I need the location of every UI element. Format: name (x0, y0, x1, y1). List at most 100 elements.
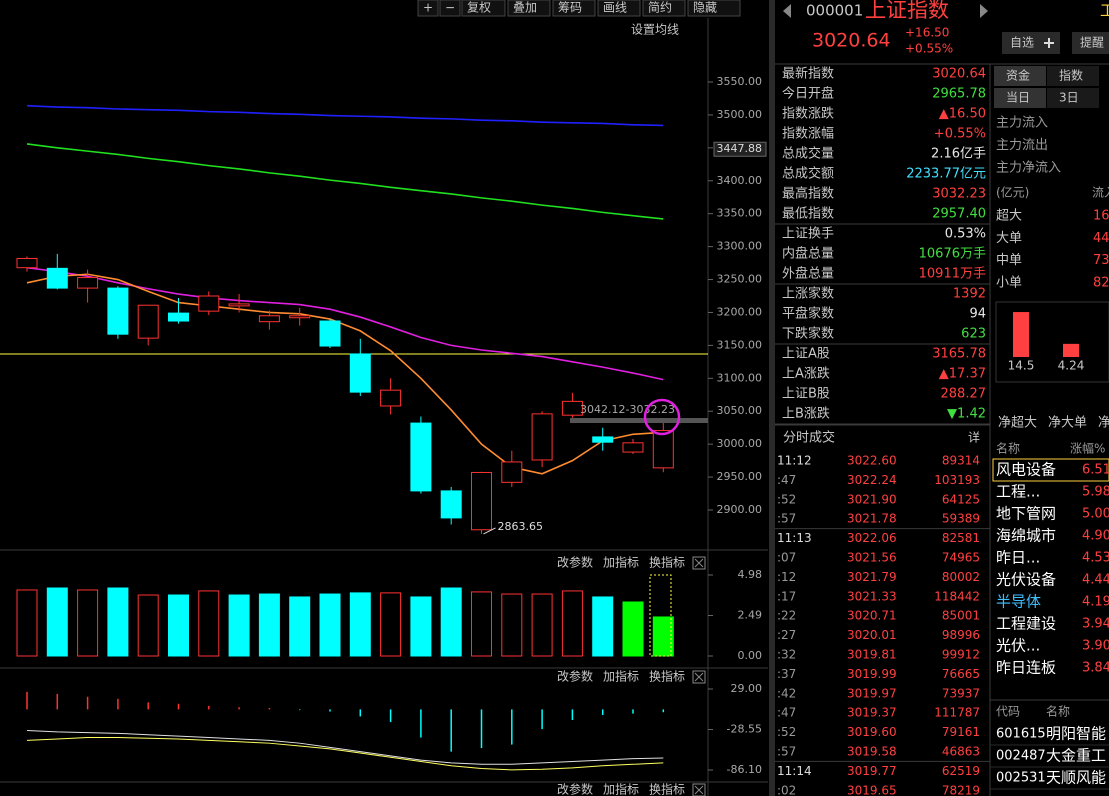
stock-name[interactable]: 天顺风能 (1046, 769, 1106, 787)
trade-price: 3020.01 (847, 628, 897, 642)
alert-label[interactable]: 提醒 (1080, 35, 1104, 50)
stat-value: 288.27 (941, 387, 987, 402)
panel-button[interactable]: 改参数 (557, 669, 593, 684)
toolbar-button[interactable] (417, 0, 439, 17)
ma-setting[interactable]: 设置均线 (631, 23, 679, 37)
watch-button[interactable] (1002, 32, 1060, 54)
price-marker-label: 3447.88 (717, 142, 763, 155)
toolbar-label[interactable]: − (445, 1, 455, 15)
toolbar-button[interactable] (597, 0, 641, 17)
flow-tab[interactable] (994, 66, 1046, 86)
price-tick-label: 3250.00 (717, 273, 763, 286)
trade-time: 11:14 (777, 764, 812, 778)
close-box[interactable] (692, 783, 706, 796)
trades-detail[interactable]: 详 (968, 430, 980, 445)
toolbar-button[interactable] (461, 0, 506, 17)
close-box[interactable] (692, 556, 706, 570)
volume-bar (592, 596, 614, 657)
toolbar-button[interactable] (507, 0, 551, 17)
sector-change: 4.90 (1082, 529, 1109, 544)
period-tab-label[interactable]: 3日 (1059, 91, 1079, 105)
low-pointer (483, 527, 496, 535)
candle-body (622, 442, 644, 453)
sector-name[interactable]: 昨日... (996, 549, 1040, 567)
sector-change: 6.51 (1082, 463, 1109, 478)
indicator-line (26, 737, 664, 771)
panel-button[interactable]: 改参数 (557, 782, 593, 796)
flow-tab-label[interactable]: 指数 (1059, 68, 1083, 83)
sector-name[interactable]: 风电设备 (996, 461, 1056, 479)
toolbar-label[interactable]: 简约 (648, 0, 672, 15)
stock-name[interactable]: 大金重工 (1046, 747, 1106, 765)
flow-tab[interactable] (1047, 66, 1099, 86)
row-highlight[interactable] (992, 458, 1109, 482)
sector-name[interactable]: 半导体 (996, 593, 1041, 611)
close-icon (694, 785, 704, 795)
candle-body (137, 304, 159, 339)
panel-button[interactable]: 加指标 (603, 555, 639, 570)
trade-time: :22 (777, 609, 796, 623)
flow-bar (1013, 312, 1029, 357)
toolbar-button[interactable] (687, 0, 741, 17)
toolbar-label[interactable]: 筹码 (558, 1, 582, 15)
low-label: 2863.65 (498, 520, 544, 533)
sector-change: 5.98 (1082, 485, 1109, 500)
close-box[interactable] (692, 670, 706, 684)
sector-name[interactable]: 光伏设备 (996, 571, 1056, 589)
toolbar-button[interactable] (552, 0, 596, 17)
stock-name[interactable]: 明阳智能 (1046, 725, 1106, 743)
toolbar-label[interactable]: 隐藏 (693, 1, 717, 15)
sector-name[interactable]: 地下管网 (996, 505, 1056, 523)
stat-label: 上B涨跌 (782, 406, 830, 422)
panel-button[interactable]: 换指标 (649, 555, 685, 570)
alert-button[interactable] (1072, 32, 1109, 54)
period-tab-label[interactable]: 当日 (1006, 91, 1030, 105)
sector-header: 涨幅% (1070, 441, 1105, 456)
toolbar-button[interactable] (642, 0, 686, 17)
stat-label: 总成交额 (782, 166, 834, 182)
period-tab[interactable] (1047, 88, 1099, 108)
panel-button[interactable]: 换指标 (649, 669, 685, 684)
panel-button[interactable]: 加指标 (603, 669, 639, 684)
toolbar-label[interactable]: 画线 (603, 1, 627, 15)
toolbar-label[interactable]: 复权 (467, 1, 491, 15)
stat-label: 总成交量 (782, 146, 834, 162)
stat-label: 外盘总量 (782, 266, 834, 282)
stat-label: 上证换手 (782, 227, 834, 242)
trade-volume: 118442 (934, 589, 980, 603)
toolbar-label[interactable]: + (423, 1, 433, 15)
toolbar-label[interactable]: 叠加 (513, 1, 537, 15)
candle-body (168, 312, 189, 322)
stock-code[interactable]: 601615 (996, 727, 1046, 742)
stat-label: 指数涨跌 (782, 106, 834, 122)
next-arrow[interactable] (980, 4, 988, 18)
trade-volume: 76665 (942, 667, 980, 681)
candle-body (410, 422, 432, 492)
stock-code[interactable]: 002531 (996, 771, 1046, 786)
volume-bar (440, 587, 462, 657)
panel-button[interactable]: 加指标 (603, 782, 639, 796)
stock-code: 000001 (806, 2, 863, 20)
stat-label: 最高指数 (782, 186, 834, 202)
stat-value: ▲17.37 (939, 367, 986, 382)
flow-bar-label: 14.5 (1008, 359, 1035, 373)
sector-name[interactable]: 工程建设 (996, 615, 1056, 633)
watch-label[interactable]: 自选 (1010, 36, 1034, 50)
stat-value: 2965.78 (932, 87, 986, 102)
trade-time: :02 (777, 783, 796, 796)
prev-arrow[interactable] (783, 4, 791, 18)
period-tab[interactable] (994, 88, 1046, 108)
stat-value: 3020.64 (932, 67, 986, 82)
sector-name[interactable]: 海绵城市 (996, 527, 1056, 545)
flow-tab-label[interactable]: 资金 (1006, 68, 1030, 83)
sector-name[interactable]: 光伏... (996, 637, 1040, 655)
flow-row-value: 44 (1093, 231, 1109, 246)
price-tick-label: 3000.00 (717, 437, 763, 450)
sector-name[interactable]: 昨日连板 (996, 659, 1056, 677)
stock-code[interactable]: 002487 (996, 749, 1046, 764)
panel-button[interactable]: 改参数 (557, 555, 593, 570)
toolbar-button[interactable] (439, 0, 461, 17)
sector-name[interactable]: 工程... (996, 483, 1040, 501)
panel-button[interactable]: 换指标 (649, 782, 685, 796)
